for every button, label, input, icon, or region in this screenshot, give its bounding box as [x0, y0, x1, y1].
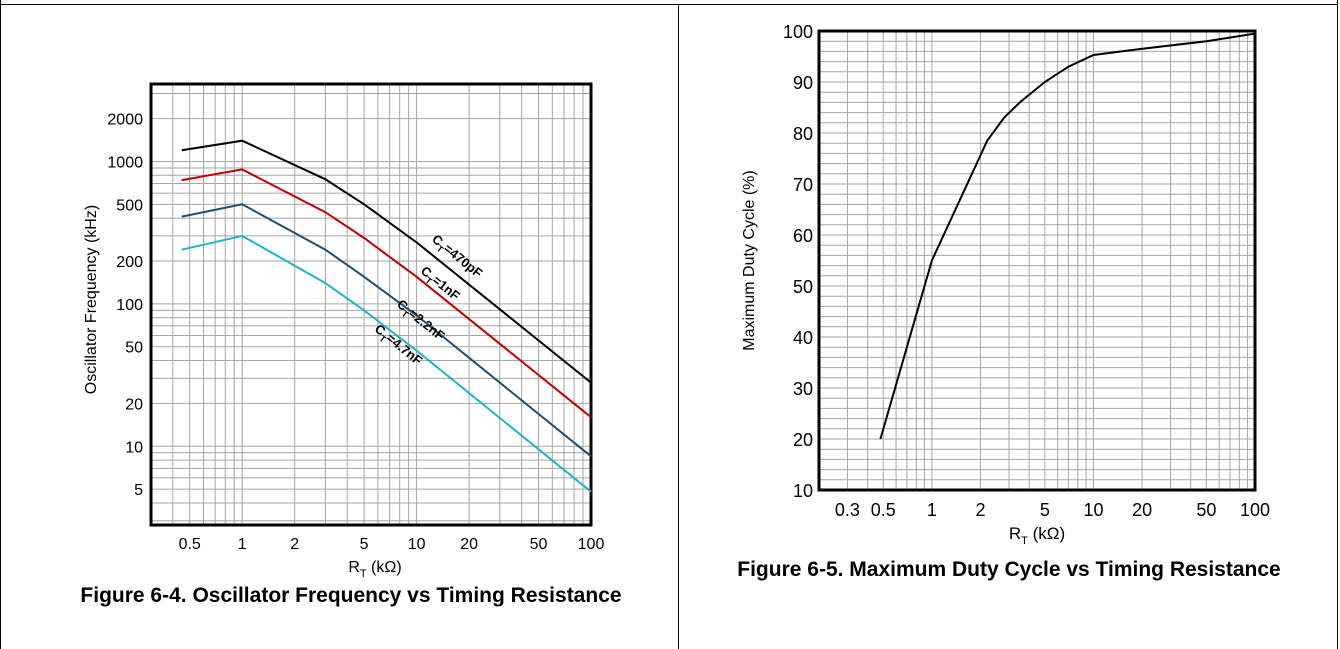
series-line-2	[181, 168, 592, 418]
x-tick-label: 100	[578, 536, 605, 553]
x-tick-label: 50	[530, 536, 548, 553]
y-axis-label: Oscillator Frequency (kHz)	[83, 205, 100, 394]
x-tick-label: 2	[290, 536, 299, 553]
x-tick-label: 10	[1083, 500, 1103, 520]
y-tick-label: 70	[793, 175, 813, 195]
x-tick-label: 100	[1240, 500, 1270, 520]
y-tick-label: 80	[793, 124, 813, 144]
panel-divider	[678, 4, 679, 649]
y-tick-label: 50	[793, 277, 813, 297]
y-tick-label: 10	[125, 439, 143, 456]
chart2-plot-border	[817, 29, 1257, 492]
y-tick-label: 500	[116, 197, 143, 214]
y-tick-label: 20	[125, 396, 143, 413]
y-tick-label: 50	[125, 340, 143, 357]
duty-cycle-chart: 0.3 0.5 1 2 5 10 20 50 100 10 20 30 40 50 60 70 80 90 100 R…	[741, 22, 1270, 547]
chart2-grid	[819, 31, 1255, 490]
y-tick-label: 10	[793, 481, 813, 501]
x-axis-label: RT (kΩ)	[348, 559, 401, 580]
y-tick-label: 60	[793, 226, 813, 246]
x-tick-label: 10	[408, 536, 426, 553]
y-tick-label: 1000	[107, 154, 143, 171]
oscillator-frequency-chart: 0.5 1 2 5 10 20 50 100 5 10 20 50 100 200 500 1000 2000 R…	[83, 82, 605, 580]
y-tick-label: 200	[116, 254, 143, 271]
series-line-1	[181, 139, 592, 384]
x-tick-label: 50	[1196, 500, 1216, 520]
figure-caption-left: Figure 6-4. Oscillator Frequency vs Timi…	[80, 584, 622, 607]
x-axis-label: RT (kΩ)	[1009, 524, 1065, 547]
x-tick-label: 1	[238, 536, 247, 553]
x-tick-label: 20	[460, 536, 478, 553]
chart1-plot-border	[149, 82, 593, 527]
chart1-grid	[151, 84, 591, 525]
x-tick-label: 2	[976, 500, 986, 520]
x-tick-label: 0.5	[871, 500, 896, 520]
series-line-4	[181, 234, 592, 493]
y-axis-label: Maximum Duty Cycle (%)	[741, 170, 758, 350]
series-line-3	[181, 203, 592, 458]
x-tick-label: 0.3	[835, 500, 860, 520]
y-tick-label: 2000	[107, 112, 143, 129]
x-tick-label: 1	[927, 500, 937, 520]
figure-panel-left: 0.5 1 2 5 10 20 50 100 5 10 20 50 100 200 500 1000 2000 R…	[1, 5, 678, 649]
duty-cycle-line	[879, 32, 1256, 440]
x-tick-label: 0.5	[179, 536, 201, 553]
figure-panel-right: 0.3 0.5 1 2 5 10 20 50 100 10 20 30 40 50 60 70 80 90 100 R…	[679, 5, 1338, 649]
y-tick-label: 20	[793, 430, 813, 450]
y-tick-label: 90	[793, 73, 813, 93]
x-tick-label: 20	[1132, 500, 1152, 520]
y-tick-label: 40	[793, 328, 813, 348]
x-tick-label: 5	[1040, 500, 1050, 520]
y-tick-label: 5	[134, 482, 143, 499]
figure-caption-right: Figure 6-5. Maximum Duty Cycle vs Timing…	[737, 558, 1281, 581]
series-label-2: CT=1nF	[416, 263, 463, 306]
top-rule	[0, 4, 1338, 5]
y-tick-label: 100	[116, 297, 143, 314]
x-tick-label: 5	[360, 536, 369, 553]
y-tick-label: 30	[793, 379, 813, 399]
y-tick-label: 100	[783, 22, 813, 42]
